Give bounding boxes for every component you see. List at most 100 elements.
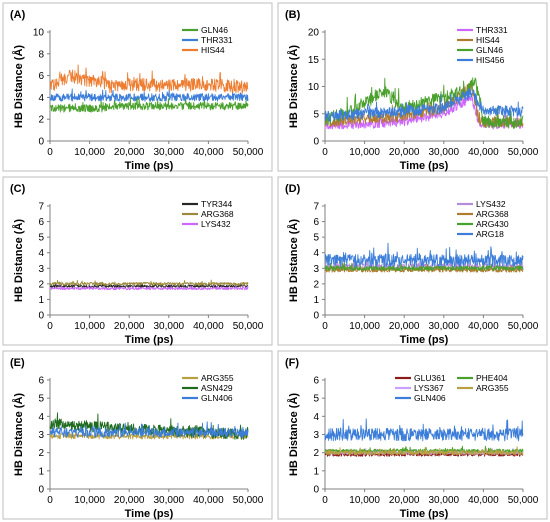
y-tick-label: 5 xyxy=(38,233,44,244)
x-tick-label: 40,000 xyxy=(193,495,224,506)
panel-label: (E) xyxy=(10,357,25,369)
x-tick-label: 0 xyxy=(47,495,53,506)
y-tick-label: 1 xyxy=(313,466,319,477)
x-tick-label: 30,000 xyxy=(429,495,460,506)
legend-label: PHE404 xyxy=(476,373,508,383)
y-tick-label: 2 xyxy=(38,448,44,459)
x-tick-label: 30,000 xyxy=(154,321,185,332)
legend-label: HIS456 xyxy=(476,55,505,65)
y-tick-label: 6 xyxy=(313,376,319,387)
y-tick-label: 20 xyxy=(308,28,320,39)
x-tick-label: 20,000 xyxy=(389,495,420,506)
x-tick-label: 10,000 xyxy=(74,147,105,158)
x-tick-label: 20,000 xyxy=(114,147,145,158)
y-tick-label: 8 xyxy=(38,49,44,60)
x-tick-label: 0 xyxy=(322,495,328,506)
series-line xyxy=(49,421,249,438)
panel-e: (E) 0 1 2 3 4 5 6 0 10,000 20,000 30,000 40,000 50,00… xyxy=(0,348,275,522)
x-tick-label: 20,000 xyxy=(389,321,420,332)
y-tick-label: 4 xyxy=(313,412,319,423)
x-axis-title: Time (ps) xyxy=(400,160,449,172)
x-tick-label: 30,000 xyxy=(154,495,185,506)
chart-svg: (C) 0 1 2 3 4 5 6 7 0 10,000 20,000 30,000 40,000 50,0… xyxy=(2,176,273,346)
x-tick-label: 40,000 xyxy=(193,321,224,332)
legend-label: GLN46 xyxy=(201,25,228,35)
y-axis-title: HB Distance (Å) xyxy=(12,45,25,128)
legend-label: GLN46 xyxy=(476,45,503,55)
series-line xyxy=(324,242,524,268)
x-tick-label: 10,000 xyxy=(349,495,380,506)
panel-label: (C) xyxy=(10,183,26,195)
x-tick-label: 50,000 xyxy=(233,321,264,332)
y-tick-label: 3 xyxy=(313,430,319,441)
series-line xyxy=(324,263,524,273)
panel-frame xyxy=(277,176,548,346)
y-axis-title: HB Distance (Å) xyxy=(287,393,300,476)
y-tick-label: 6 xyxy=(38,217,44,228)
x-axis-title: Time (ps) xyxy=(400,334,449,346)
x-tick-label: 50,000 xyxy=(508,321,539,332)
legend-label: ARG430 xyxy=(476,219,509,229)
y-tick-label: 2 xyxy=(38,115,44,126)
y-tick-label: 2 xyxy=(313,448,319,459)
x-tick-label: 30,000 xyxy=(429,147,460,158)
y-tick-label: 3 xyxy=(38,430,44,441)
y-tick-label: 4 xyxy=(313,248,319,259)
y-tick-label: 0 xyxy=(313,485,319,496)
chart-svg: (A) 0 2 4 6 8 10 0 10,000 20,000 30,000 40,000 50,00… xyxy=(2,2,273,172)
legend-label: HIS44 xyxy=(201,45,225,55)
y-tick-label: 7 xyxy=(38,202,44,213)
panel-frame xyxy=(2,350,273,520)
panel-b: (B) 0 5 10 15 20 0 10,000 20,000 30,000 40,000 50,0… xyxy=(275,0,550,174)
x-axis-title: Time (ps) xyxy=(125,160,174,172)
y-tick-label: 7 xyxy=(313,202,319,213)
y-tick-label: 1 xyxy=(38,295,44,306)
legend-label: THR331 xyxy=(476,25,508,35)
x-tick-label: 0 xyxy=(322,321,328,332)
y-tick-label: 5 xyxy=(313,233,319,244)
y-tick-label: 5 xyxy=(38,394,44,405)
chart-svg: (B) 0 5 10 15 20 0 10,000 20,000 30,000 40,000 50,0… xyxy=(277,2,548,172)
y-tick-label: 3 xyxy=(313,264,319,275)
legend-label: THR331 xyxy=(201,35,233,45)
legend-label: GLN406 xyxy=(414,393,446,403)
y-tick-label: 4 xyxy=(38,93,44,104)
series-line xyxy=(324,87,524,122)
panel-label: (F) xyxy=(285,357,299,369)
y-tick-label: 10 xyxy=(308,82,320,93)
panel-frame xyxy=(2,176,273,346)
y-tick-label: 6 xyxy=(313,217,319,228)
x-tick-label: 30,000 xyxy=(154,147,185,158)
panel-frame xyxy=(2,2,273,172)
series-line xyxy=(324,418,524,442)
x-tick-label: 50,000 xyxy=(508,495,539,506)
x-tick-label: 10,000 xyxy=(349,321,380,332)
x-tick-label: 20,000 xyxy=(114,321,145,332)
panel-a: (A) 0 2 4 6 8 10 0 10,000 20,000 30,000 40,000 50,00… xyxy=(0,0,275,174)
y-tick-label: 0 xyxy=(313,137,319,148)
y-axis-title: HB Distance (Å) xyxy=(287,45,300,128)
series-line xyxy=(49,88,249,102)
chart-svg: (D) 0 1 2 3 4 5 6 7 0 10,000 20,000 30,000 40,000 50,0… xyxy=(277,176,548,346)
legend-label: ARG18 xyxy=(476,229,504,239)
chart-svg: (F) 0 1 2 3 4 5 6 0 10,000 20,000 30,000 40,000 50,00… xyxy=(277,350,548,520)
series-line xyxy=(49,284,249,291)
series-line xyxy=(324,445,524,454)
y-tick-label: 4 xyxy=(38,412,44,423)
legend-label: ARG355 xyxy=(476,383,509,393)
y-tick-label: 5 xyxy=(313,109,319,120)
legend-label: ARG355 xyxy=(201,373,234,383)
y-tick-label: 1 xyxy=(313,295,319,306)
x-tick-label: 50,000 xyxy=(508,147,539,158)
panel-c: (C) 0 1 2 3 4 5 6 7 0 10,000 20,000 30,000 40,000 50,0… xyxy=(0,174,275,348)
y-tick-label: 0 xyxy=(38,137,44,148)
legend-label: ASN429 xyxy=(201,383,233,393)
x-tick-label: 40,000 xyxy=(468,495,499,506)
x-tick-label: 40,000 xyxy=(468,321,499,332)
y-tick-label: 0 xyxy=(38,311,44,322)
legend-label: LYS432 xyxy=(201,219,231,229)
x-tick-label: 20,000 xyxy=(114,495,145,506)
x-tick-label: 10,000 xyxy=(74,321,105,332)
panel-frame xyxy=(277,2,548,172)
legend-label: HIS44 xyxy=(476,35,500,45)
